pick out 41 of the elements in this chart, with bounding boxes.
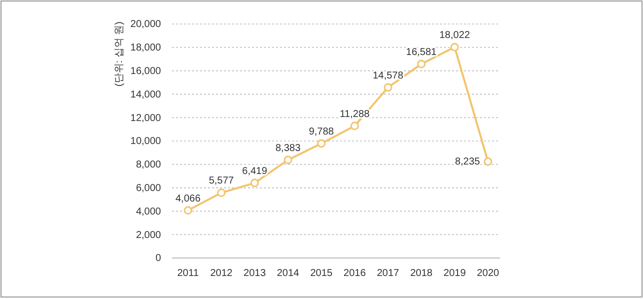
y-tick-label: 16,000 <box>130 66 162 77</box>
x-tick-label: 2015 <box>310 268 333 280</box>
data-label: 8,383 <box>275 142 301 154</box>
y-tick-label: 18,000 <box>130 42 162 54</box>
y-tick-label: 14,000 <box>130 89 162 100</box>
data-label: 8,235 <box>454 156 480 168</box>
x-tick-label: 2020 <box>476 268 500 280</box>
x-tick-label: 2018 <box>410 268 433 280</box>
point <box>350 122 359 130</box>
point <box>450 42 459 52</box>
point <box>250 178 259 188</box>
data-label: 14,578 <box>372 70 404 82</box>
data-label: 9,788 <box>308 126 334 138</box>
x-tick-label: 2017 <box>376 268 400 280</box>
y-tick-label: 8,000 <box>136 160 162 171</box>
y-axis-title: (단위: 십억 원) <box>114 22 125 86</box>
data-label: 5,577 <box>208 176 234 187</box>
y-tick-label: 2,000 <box>136 230 162 241</box>
x-tick-label: 2014 <box>276 268 300 280</box>
data-label: 6,419 <box>242 166 268 177</box>
point <box>484 157 492 166</box>
y-tick-label: 12,000 <box>130 112 162 124</box>
y-tick-label: 10,000 <box>130 136 162 148</box>
point <box>417 60 426 68</box>
y-tick-label: 4,000 <box>136 206 162 218</box>
x-tick-label: 2011 <box>177 268 200 280</box>
y-tick-label: 20,000 <box>130 19 162 30</box>
data-label: 16,581 <box>406 47 438 58</box>
point <box>217 188 226 197</box>
x-tick-label: 2013 <box>244 268 266 280</box>
x-tick-label: 2016 <box>344 268 366 280</box>
point <box>317 139 326 148</box>
x-tick-label: 2019 <box>444 268 466 280</box>
point <box>184 206 192 215</box>
y-tick-label: 0 <box>155 253 162 264</box>
y-tick-label: 6,000 <box>136 183 162 194</box>
data-label: 4,066 <box>175 193 201 204</box>
data-label: 18,022 <box>439 30 470 42</box>
x-tick-label: 2012 <box>210 268 233 280</box>
point <box>284 156 292 164</box>
point <box>384 83 392 92</box>
